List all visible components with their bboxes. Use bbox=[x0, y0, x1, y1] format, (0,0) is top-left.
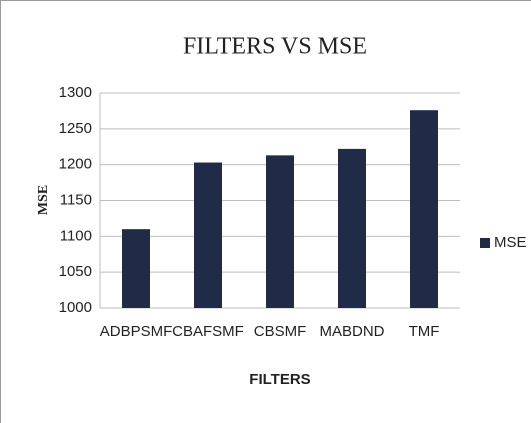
bar bbox=[338, 148, 366, 308]
legend-label: MSE bbox=[494, 234, 527, 251]
x-tick-label: TMF bbox=[409, 323, 440, 340]
bar bbox=[266, 155, 294, 308]
y-tick-label: 1250 bbox=[59, 120, 92, 137]
x-axis-label: FILTERS bbox=[249, 371, 310, 388]
bar bbox=[122, 229, 150, 308]
x-tick-label: MABDND bbox=[319, 323, 384, 340]
y-tick-label: 1200 bbox=[59, 156, 92, 173]
x-tick-label: CBAFSMF bbox=[172, 323, 244, 340]
y-tick-label: 1300 bbox=[59, 84, 92, 101]
chart-title: FILTERS VS MSE bbox=[183, 34, 367, 60]
bar bbox=[194, 162, 222, 308]
y-tick-label: 1000 bbox=[59, 299, 92, 316]
legend-swatch bbox=[480, 238, 490, 248]
x-tick-label: ADBPSMF bbox=[100, 323, 173, 340]
y-tick-label: 1150 bbox=[60, 191, 92, 208]
x-tick-label: CBSMF bbox=[254, 323, 307, 340]
y-tick-label: 1100 bbox=[60, 227, 92, 244]
y-tick-label: 1050 bbox=[59, 263, 92, 280]
y-axis-label: MSE bbox=[36, 185, 51, 215]
bar bbox=[410, 110, 438, 308]
